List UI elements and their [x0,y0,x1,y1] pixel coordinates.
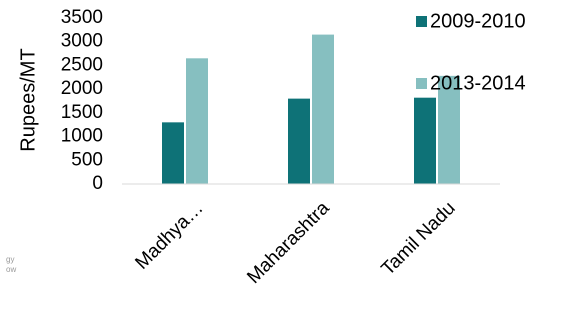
x-category-labels: Madhya… Maharashtra Tamil Nadu [131,197,459,288]
bar-2009-2010-Madhya… [162,122,184,184]
bar-2009-2010-Maharashtra [288,98,310,184]
x-category-label: Tamil Nadu [378,198,460,280]
y-tick-label: 500 [71,149,103,170]
y-tick-label: 1500 [61,102,103,123]
legend-label: 2013-2014 [430,72,526,94]
legend-swatch [416,78,427,89]
x-category-label: Madhya… [131,198,207,274]
bar-2013-2014-Maharashtra [312,34,334,184]
x-category-label: Maharashtra [243,197,334,288]
bar-2009-2010-Tamil Nadu [414,97,436,184]
y-axis-label: Rupees/MT [17,48,39,151]
legend-label: 2009-2010 [430,10,526,32]
y-tick-label: 3000 [61,31,103,52]
legend-swatch [416,16,427,27]
y-tick-label: 2500 [61,54,103,75]
y-tick-label: 0 [92,173,103,194]
legend: 2009-2010 2013-2014 [416,10,526,94]
y-tick-label: 3500 [61,7,103,28]
y-tick-label: 2000 [61,78,103,99]
bar-2013-2014-Madhya… [186,58,208,184]
background-text-fragment-2: ow [6,265,16,274]
background-text-fragment-1: gy [6,255,14,264]
bar-2013-2014-Tamil Nadu [438,75,460,184]
y-tick-label: 1000 [61,126,103,147]
bars-group [162,34,460,184]
